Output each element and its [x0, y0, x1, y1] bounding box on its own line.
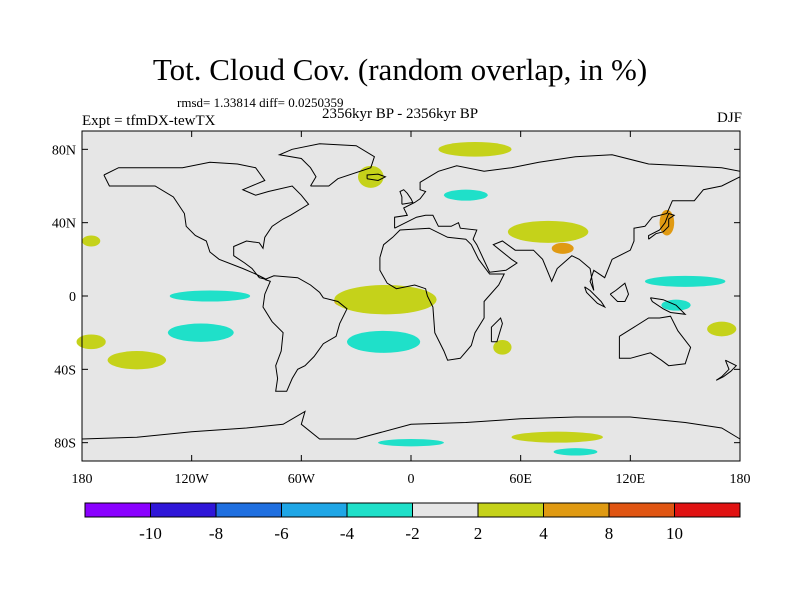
colorbar-box	[543, 502, 610, 518]
region-west-africa-positive	[334, 285, 437, 315]
coastline-sumatra	[584, 286, 607, 309]
region-southeast-pacific-negative	[167, 323, 234, 342]
coastline-britain	[399, 189, 414, 205]
experiment-label: Expt = tfmDX-tewTX	[82, 113, 216, 129]
x-tick-label: 60W	[288, 472, 316, 487]
coastline-north-america	[103, 161, 310, 280]
colorbar-box	[608, 502, 675, 518]
coastline-africa	[379, 227, 506, 361]
statistics-text: rmsd= 1.33814 diff= 0.0250359	[177, 95, 344, 110]
region-indian-ocean-positive	[493, 340, 512, 355]
coastline-eurasia	[394, 154, 741, 291]
colorbar-label: 8	[605, 524, 614, 543]
coastline-borneo	[609, 282, 630, 302]
region-south-pacific-positive	[107, 351, 167, 370]
region-west-pacific-positive	[707, 321, 737, 337]
region-arctic-positive	[438, 142, 512, 157]
coastline-new-zealand	[715, 359, 738, 381]
colorbar-box	[412, 502, 479, 518]
coastline-iceland	[366, 173, 387, 182]
colorbar-label: -6	[274, 524, 288, 543]
region-north-atlantic-negative	[443, 189, 488, 201]
season-label: DJF	[716, 110, 742, 126]
coastline-greenland	[277, 143, 375, 187]
y-tick-label: 40S	[54, 363, 76, 378]
x-tick-label: 180	[730, 472, 751, 487]
colorbar-box	[150, 502, 217, 518]
region-india-positive	[551, 242, 574, 254]
x-tick-label: 120E	[616, 472, 646, 487]
colorbar-label: 4	[539, 524, 548, 543]
colorbar-label: -10	[139, 524, 162, 543]
region-southern-ocean-negative-east	[553, 448, 598, 456]
colorbar-box	[215, 502, 282, 518]
map-panel: 180 120W 60W 0 60E 120E 180 80N 40N 0 40S 80S	[52, 130, 751, 487]
y-tick-label: 80S	[54, 437, 76, 452]
y-tick-label: 40N	[52, 217, 76, 232]
anomaly-regions	[76, 142, 737, 456]
y-tick-label: 80N	[52, 143, 76, 158]
colorbar-label: -4	[340, 524, 355, 543]
colorbar-box	[346, 502, 413, 518]
y-tick-label: 0	[69, 290, 76, 305]
colorbar-label: 2	[474, 524, 483, 543]
coastline-australia	[618, 315, 692, 367]
colorbar: -10 -8 -6 -4 -2 2 4 8 10	[84, 502, 741, 543]
period-label: 2356kyr BP - 2356kyr BP	[322, 106, 479, 122]
coastlines	[81, 143, 741, 440]
coastline-antarctica	[81, 410, 741, 440]
region-japan-positive	[659, 209, 675, 236]
x-tick-label: 60E	[509, 472, 532, 487]
coastline-japan	[648, 212, 676, 240]
x-tick-label: 0	[408, 472, 415, 487]
region-middle-east-positive	[507, 220, 589, 243]
x-tick-label: 120W	[175, 472, 210, 487]
coastline-new-guinea	[649, 297, 687, 315]
colorbar-box	[281, 502, 348, 518]
colorbar-box	[84, 502, 151, 518]
plot-title: Tot. Cloud Cov. (random overlap, in %)	[152, 52, 648, 87]
x-tick-label: 180	[72, 472, 93, 487]
colorbar-label: -8	[209, 524, 223, 543]
colorbar-label: 10	[666, 524, 683, 543]
region-north-atlantic-positive	[357, 165, 384, 188]
colorbar-label: -2	[405, 524, 419, 543]
region-antarctic-positive	[511, 431, 603, 443]
axis-ticks: 180 120W 60W 0 60E 120E 180 80N 40N 0 40S 80S	[52, 131, 751, 487]
region-south-atlantic-negative	[347, 330, 421, 353]
region-southern-ocean-negative	[378, 439, 444, 447]
coastline-madagascar	[490, 317, 503, 343]
colorbar-box	[477, 502, 544, 518]
region-west-pacific-negative	[644, 275, 726, 287]
region-southeast-pacific-positive	[76, 334, 106, 350]
colorbar-box	[674, 502, 741, 518]
region-north-pacific-positive	[82, 235, 101, 247]
region-equatorial-pacific-negative	[169, 290, 251, 302]
coastline-south-america	[262, 275, 348, 392]
